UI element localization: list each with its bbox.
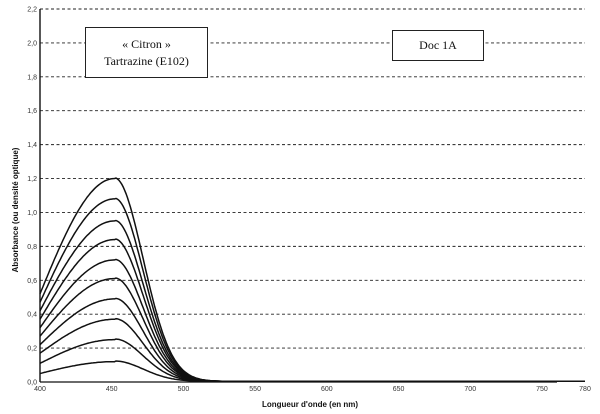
curve-5: [39, 277, 585, 383]
y-tick-0-6: 0,6: [27, 278, 37, 285]
curve-1: [39, 360, 585, 383]
y-tick-0-4: 0,4: [27, 312, 37, 319]
y-tick-1-8: 1,8: [27, 74, 37, 81]
x-tick-400: 400: [34, 386, 46, 393]
x-tick-780: 780: [579, 386, 591, 393]
curve-2: [39, 338, 585, 383]
x-axis-title: Longueur d'onde (en nm): [262, 400, 358, 409]
y-tick-1-2: 1,2: [27, 176, 37, 183]
x-tick-700: 700: [464, 386, 476, 393]
x-tick-600: 600: [321, 386, 333, 393]
curve-7: [39, 238, 585, 383]
x-tick-500: 500: [178, 386, 190, 393]
x-tick-450: 450: [106, 386, 118, 393]
y-tick-0-0: 0,0: [27, 380, 37, 387]
curve-3: [39, 317, 585, 383]
x-tick-750: 750: [536, 386, 548, 393]
y-tick-2-0: 2,0: [27, 40, 37, 47]
curve-10: [39, 177, 585, 383]
y-tick-1-0: 1,0: [27, 210, 37, 217]
axes: [39, 9, 557, 383]
doc-label-box: Doc 1A: [392, 30, 484, 61]
legend-box: « Citron » Tartrazine (E102): [85, 27, 208, 78]
y-tick-2-2: 2,2: [27, 7, 37, 14]
y-tick-0-8: 0,8: [27, 244, 37, 251]
y-tick-0-2: 0,2: [27, 346, 37, 353]
legend-line-citron: « Citron »: [122, 37, 171, 51]
y-tick-1-6: 1,6: [27, 108, 37, 115]
x-tick-650: 650: [393, 386, 405, 393]
y-tick-1-4: 1,4: [27, 142, 37, 149]
y-axis-title: Absorbance (ou densité optique): [11, 147, 20, 272]
legend-line-tartrazine: Tartrazine (E102): [104, 54, 189, 68]
y-tick-labels: 0,0 0,2 0,4 0,6 0,8 1,0 1,2 1,4 1,6 1,8 2,0 2,2: [27, 7, 37, 387]
absorbance-curves: [39, 177, 585, 383]
x-tick-550: 550: [249, 386, 261, 393]
x-tick-labels: 400 450 500 550 600 650 700 750 780: [34, 386, 591, 393]
doc-label: Doc 1A: [419, 38, 457, 52]
